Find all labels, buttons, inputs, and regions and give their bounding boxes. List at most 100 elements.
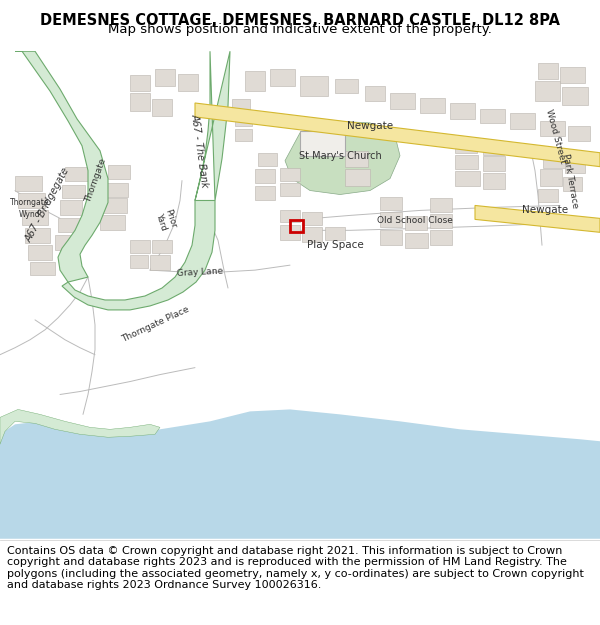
Polygon shape	[270, 69, 295, 86]
Polygon shape	[455, 171, 480, 186]
Polygon shape	[55, 235, 78, 250]
Polygon shape	[15, 51, 108, 282]
Polygon shape	[325, 228, 345, 240]
Polygon shape	[255, 186, 275, 201]
Polygon shape	[302, 228, 322, 242]
Polygon shape	[280, 182, 300, 196]
Polygon shape	[108, 164, 130, 179]
Polygon shape	[380, 231, 402, 245]
Polygon shape	[25, 228, 50, 243]
Text: Thorngate: Thorngate	[10, 198, 50, 207]
Polygon shape	[475, 206, 600, 232]
Polygon shape	[405, 216, 427, 231]
Polygon shape	[15, 176, 42, 191]
Polygon shape	[18, 192, 45, 209]
Polygon shape	[483, 141, 504, 155]
Polygon shape	[335, 79, 358, 93]
Polygon shape	[280, 211, 300, 222]
Polygon shape	[28, 245, 52, 260]
Text: Wynd: Wynd	[19, 210, 41, 219]
Polygon shape	[0, 409, 160, 444]
Polygon shape	[483, 156, 505, 171]
Polygon shape	[105, 182, 128, 196]
Polygon shape	[455, 155, 478, 169]
Polygon shape	[280, 168, 300, 181]
Text: Wood Street: Wood Street	[544, 107, 568, 164]
Polygon shape	[540, 169, 562, 186]
Text: Old School Close: Old School Close	[377, 216, 453, 225]
Polygon shape	[152, 240, 172, 253]
Polygon shape	[483, 173, 505, 189]
Polygon shape	[258, 152, 277, 166]
Polygon shape	[405, 233, 428, 248]
Polygon shape	[58, 218, 80, 232]
Polygon shape	[130, 75, 150, 91]
Polygon shape	[30, 262, 55, 275]
Polygon shape	[235, 129, 252, 141]
Polygon shape	[155, 69, 175, 86]
Polygon shape	[420, 98, 445, 113]
Polygon shape	[565, 159, 585, 172]
Polygon shape	[195, 51, 230, 201]
Polygon shape	[302, 213, 322, 226]
Text: DEMESNES COTTAGE, DEMESNES, BARNARD CASTLE, DL12 8PA: DEMESNES COTTAGE, DEMESNES, BARNARD CAST…	[40, 12, 560, 28]
Polygon shape	[152, 99, 172, 116]
Polygon shape	[255, 169, 275, 182]
Polygon shape	[450, 103, 475, 119]
Polygon shape	[538, 63, 558, 79]
Polygon shape	[430, 199, 452, 212]
Polygon shape	[430, 231, 452, 245]
Polygon shape	[543, 152, 565, 168]
Text: Park Terrace: Park Terrace	[561, 152, 579, 209]
Polygon shape	[100, 216, 125, 231]
Polygon shape	[380, 196, 402, 211]
Text: A67 - Bridgegate: A67 - Bridgegate	[24, 166, 72, 244]
Polygon shape	[345, 169, 370, 186]
Polygon shape	[562, 87, 588, 105]
Text: St Mary's Church: St Mary's Church	[299, 151, 382, 161]
Polygon shape	[130, 240, 150, 253]
Text: Play Space: Play Space	[307, 240, 364, 250]
Polygon shape	[480, 109, 505, 123]
Text: Thorngate: Thorngate	[84, 158, 108, 204]
Polygon shape	[22, 211, 48, 226]
Text: Newgate: Newgate	[347, 121, 393, 131]
Polygon shape	[178, 74, 198, 91]
Text: Map shows position and indicative extent of the property.: Map shows position and indicative extent…	[108, 23, 492, 36]
Polygon shape	[280, 226, 300, 240]
Polygon shape	[455, 139, 477, 152]
Polygon shape	[65, 167, 88, 181]
Polygon shape	[568, 126, 590, 141]
Polygon shape	[300, 76, 328, 96]
Polygon shape	[560, 67, 585, 83]
Polygon shape	[390, 93, 415, 109]
Text: A67 - The Bank: A67 - The Bank	[190, 113, 210, 188]
Polygon shape	[540, 121, 565, 136]
Polygon shape	[535, 81, 560, 101]
Polygon shape	[365, 86, 385, 101]
Polygon shape	[62, 184, 85, 199]
Polygon shape	[232, 99, 250, 111]
Polygon shape	[538, 189, 558, 202]
Text: Newgate: Newgate	[522, 206, 568, 216]
Polygon shape	[130, 255, 148, 268]
Polygon shape	[300, 131, 345, 156]
Polygon shape	[285, 121, 400, 194]
Text: Prior
Yard: Prior Yard	[154, 208, 178, 232]
Polygon shape	[102, 199, 127, 213]
Polygon shape	[345, 151, 368, 167]
Polygon shape	[245, 71, 265, 91]
Polygon shape	[62, 201, 215, 310]
Polygon shape	[150, 255, 170, 270]
Text: Contains OS data © Crown copyright and database right 2021. This information is : Contains OS data © Crown copyright and d…	[7, 546, 584, 591]
Text: Thorngate Place: Thorngate Place	[120, 305, 190, 344]
Polygon shape	[0, 409, 600, 539]
Polygon shape	[563, 177, 582, 191]
Polygon shape	[60, 201, 82, 216]
Polygon shape	[510, 113, 535, 129]
Text: Gray Lane: Gray Lane	[176, 266, 223, 278]
Polygon shape	[430, 214, 452, 228]
Polygon shape	[235, 114, 252, 126]
Polygon shape	[380, 213, 402, 228]
Polygon shape	[195, 103, 600, 167]
